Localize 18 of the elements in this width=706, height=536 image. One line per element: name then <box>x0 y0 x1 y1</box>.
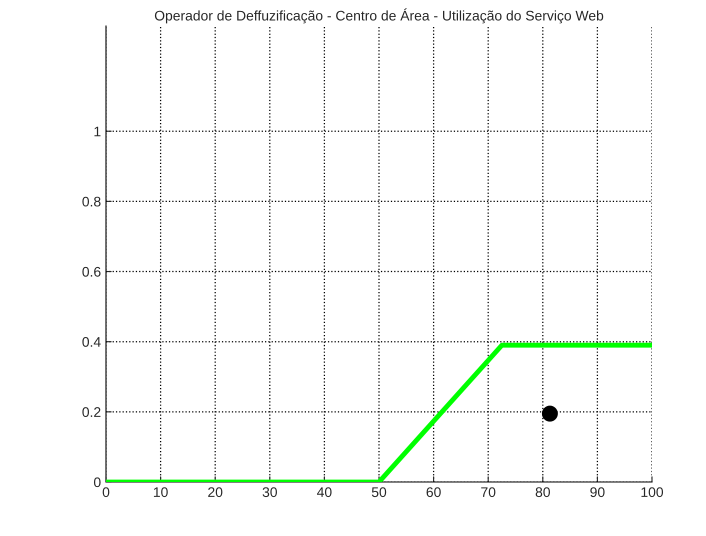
x-tick-label: 60 <box>426 487 441 498</box>
x-tick-label: 50 <box>372 487 386 498</box>
y-tick-label: 0.6 <box>82 266 101 277</box>
y-tick-label: 0.8 <box>82 196 101 207</box>
chart-title: Operador de Deffuzificação - Centro de Área - Utilização do Serviço Web <box>154 8 604 24</box>
x-tick-label: 10 <box>154 487 168 498</box>
y-tick-label: 0.2 <box>82 407 100 418</box>
x-tick-label: 100 <box>641 487 664 498</box>
y-tick-label: 0 <box>94 477 101 488</box>
x-tick-label: 30 <box>262 487 277 498</box>
x-tick-label: 40 <box>316 487 332 498</box>
y-tick-label: 0.4 <box>82 337 101 347</box>
y-tick-label: 1 <box>94 126 100 136</box>
x-tick-label: 0 <box>102 487 110 498</box>
x-tick-label: 90 <box>590 487 605 498</box>
x-tick-label: 80 <box>536 487 550 498</box>
x-tick-label: 20 <box>208 487 222 498</box>
x-tick-label: 70 <box>481 487 496 498</box>
